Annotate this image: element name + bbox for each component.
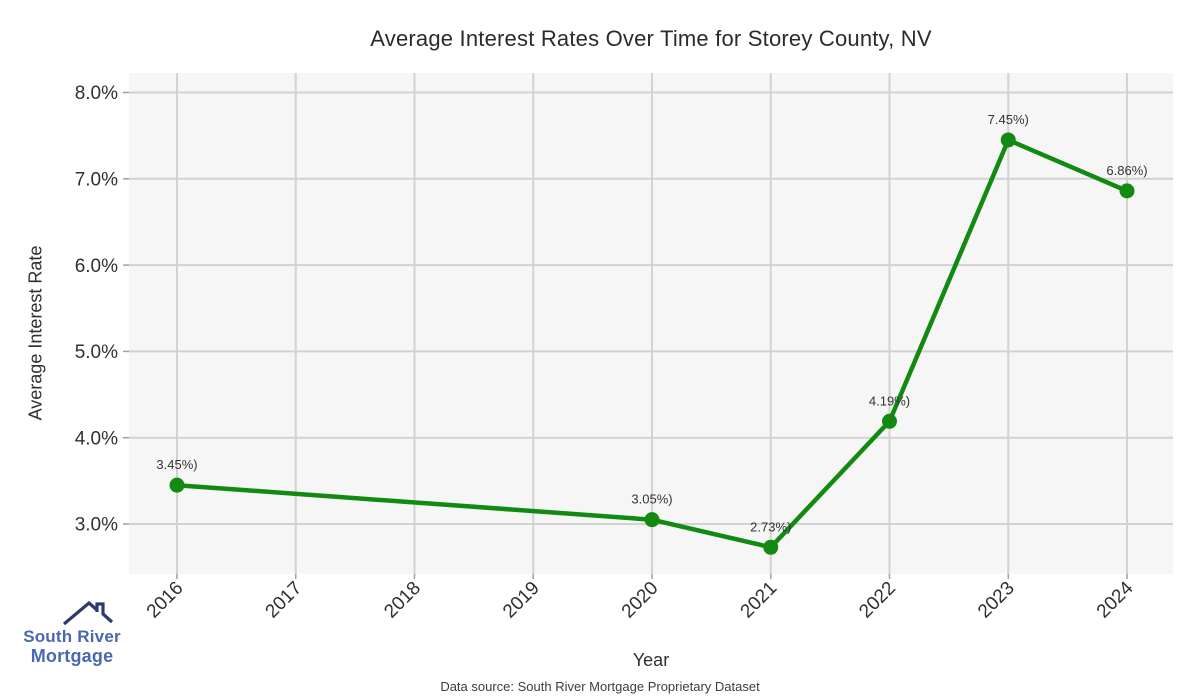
x-axis-title: Year	[632, 650, 670, 670]
data-point	[644, 512, 660, 528]
data-point-label: 4.19%)	[869, 393, 910, 408]
y-tick-label: 8.0%	[75, 83, 118, 104]
data-point	[1119, 183, 1135, 199]
y-tick-label: 7.0%	[75, 169, 118, 190]
x-tick-label: 2019	[499, 578, 544, 623]
x-tick-label: 2017	[262, 578, 307, 623]
x-tick-label: 2018	[380, 578, 425, 623]
data-point	[882, 413, 897, 429]
y-axis-title: Average Interest Rate	[25, 245, 46, 421]
x-tick-label: 2020	[618, 578, 663, 623]
data-point-label: 6.86%)	[1106, 163, 1147, 178]
x-tick-label: 2021	[737, 578, 782, 623]
chart-title: Average Interest Rates Over Time for Sto…	[370, 26, 932, 51]
x-tick-label: 2024	[1093, 577, 1138, 622]
x-tick-label: 2023	[974, 578, 1019, 623]
logo-text-mortgage: Mortgage	[30, 645, 114, 666]
x-tick-label: 2022	[855, 578, 900, 623]
data-point	[169, 477, 185, 493]
y-tick-label: 5.0%	[75, 342, 118, 363]
y-tick-label: 4.0%	[75, 428, 118, 449]
data-point	[763, 539, 779, 555]
logo-text-south-river: South River	[23, 627, 121, 646]
data-point-label: 7.45%)	[988, 112, 1029, 127]
data-point-label: 3.45%)	[156, 457, 197, 472]
series-line	[174, 137, 1130, 550]
x-tick-label: 2016	[143, 578, 188, 623]
house-roof-icon	[62, 600, 114, 626]
data-source-note: Data source: South River Mortgage Propri…	[440, 679, 760, 694]
data-point	[1000, 132, 1016, 148]
data-point-label: 3.05%)	[631, 492, 672, 507]
y-tick-label: 3.0%	[75, 515, 118, 536]
south-river-mortgage-logo: South River Mortgage	[22, 600, 122, 666]
y-tick-label: 6.0%	[75, 256, 118, 277]
data-point-label: 2.73%)	[750, 519, 791, 534]
